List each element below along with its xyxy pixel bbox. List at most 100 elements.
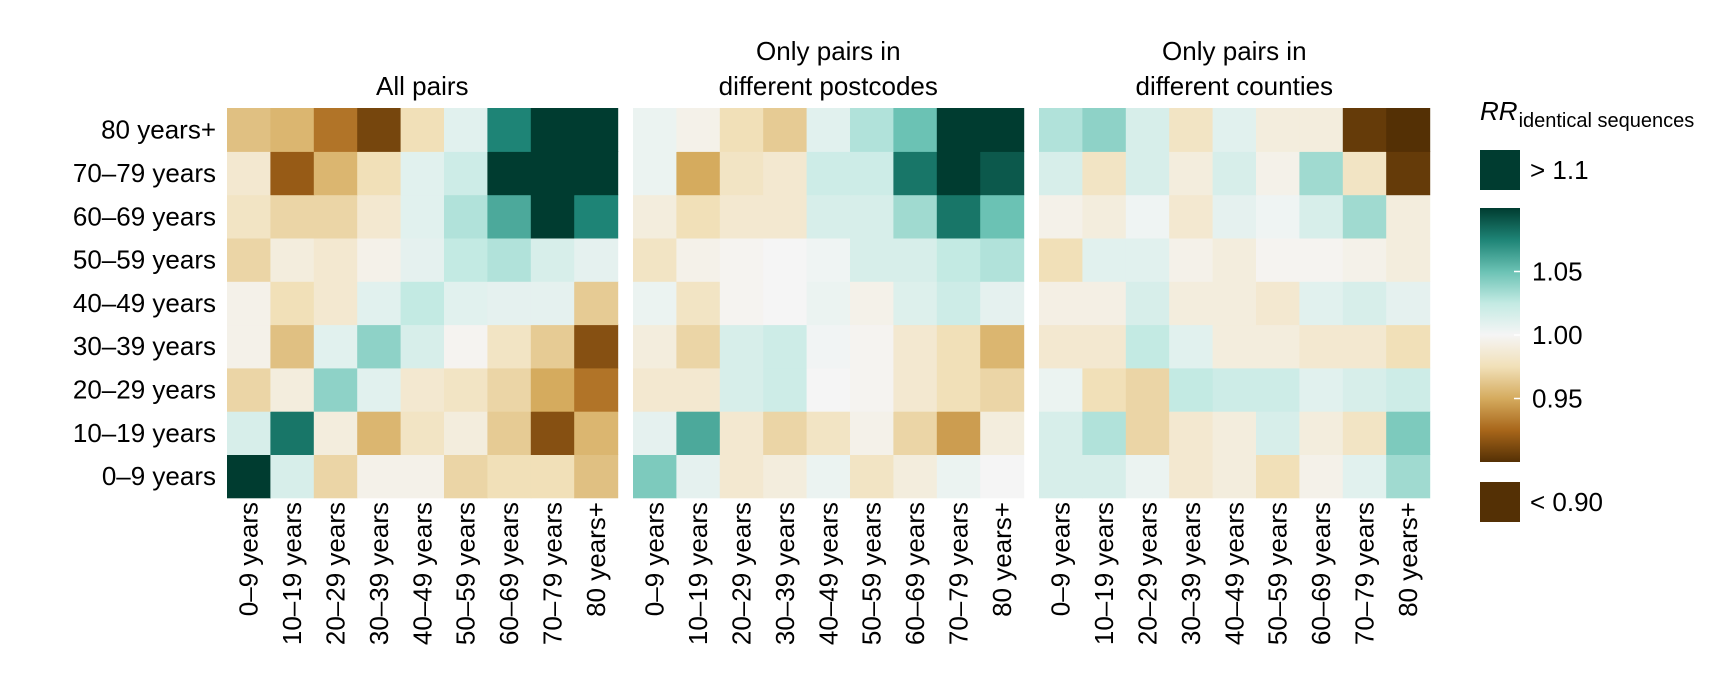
heatmap-cell bbox=[850, 411, 894, 455]
heatmap-cell bbox=[227, 281, 271, 326]
heatmap-cell bbox=[1386, 454, 1431, 499]
heatmap-cell bbox=[487, 454, 532, 499]
x-tick-label: 40–49 years bbox=[1219, 502, 1249, 645]
x-tick-label: 50–59 years bbox=[1263, 502, 1293, 645]
x-tick-label: 20–29 years bbox=[1133, 502, 1163, 645]
heatmap-cell bbox=[763, 194, 808, 239]
heatmap-cell bbox=[1386, 151, 1431, 196]
heatmap-cell bbox=[313, 194, 358, 239]
heatmap-cell bbox=[1212, 237, 1257, 282]
heatmap-cell bbox=[936, 194, 981, 239]
heatmap-cell bbox=[633, 151, 677, 196]
heatmap-cell bbox=[227, 194, 271, 239]
heatmap-cell bbox=[1299, 324, 1344, 369]
heatmap-cell bbox=[1342, 454, 1387, 499]
heatmap-cell bbox=[1299, 281, 1344, 326]
heatmap-cell bbox=[1039, 411, 1083, 455]
heatmap-cell bbox=[227, 324, 271, 369]
heatmap-cell bbox=[487, 411, 532, 455]
heatmap-cell bbox=[1169, 281, 1214, 326]
heatmap-cell bbox=[763, 411, 808, 455]
heatmap-cell bbox=[1169, 367, 1214, 412]
heatmap-cell bbox=[227, 411, 271, 455]
heatmap-cell bbox=[1342, 194, 1387, 239]
heatmap-cell bbox=[1256, 194, 1300, 239]
heatmap-cell bbox=[313, 281, 358, 326]
heatmap-cell bbox=[1169, 454, 1214, 499]
heatmap-cell bbox=[1169, 108, 1214, 152]
x-tick-label: 50–59 years bbox=[857, 502, 887, 645]
legend-low-swatch bbox=[1480, 482, 1520, 522]
heatmap-cell bbox=[1299, 367, 1344, 412]
heatmap-cell bbox=[1342, 367, 1387, 412]
heatmap-cell bbox=[313, 411, 358, 455]
heatmap-cell bbox=[400, 367, 445, 412]
color-legend: RRidentical sequences > 1.1 1.05 1.00 0.95 < … bbox=[1480, 96, 1694, 522]
heatmap-cell bbox=[1169, 324, 1214, 369]
heatmap-cell bbox=[1342, 237, 1387, 282]
heatmap-cell bbox=[850, 237, 894, 282]
heatmap-cell bbox=[1082, 281, 1127, 326]
legend-tick-label: 1.05 bbox=[1532, 257, 1583, 287]
y-tick-label: 0–9 years bbox=[102, 461, 216, 491]
heatmap-cell bbox=[400, 237, 445, 282]
heatmap-cell bbox=[763, 237, 808, 282]
heatmap-cell bbox=[1212, 324, 1257, 369]
heatmap-cell bbox=[806, 237, 851, 282]
heatmap-cell bbox=[574, 151, 619, 196]
heatmap-cell bbox=[1299, 411, 1344, 455]
heatmap-cell bbox=[1125, 324, 1170, 369]
heatmap-cell bbox=[719, 324, 764, 369]
heatmap-cell bbox=[719, 454, 764, 499]
x-tick-label: 80 years+ bbox=[987, 502, 1017, 617]
heatmap-cell bbox=[530, 411, 575, 455]
heatmap-cell bbox=[313, 367, 358, 412]
legend-title-sub: identical sequences bbox=[1519, 110, 1695, 132]
heatmap-cell bbox=[806, 411, 851, 455]
heatmap-cell bbox=[270, 108, 315, 152]
heatmap-cell bbox=[936, 367, 981, 412]
y-tick-label: 40–49 years bbox=[73, 288, 216, 318]
heatmap-cell bbox=[719, 237, 764, 282]
heatmap-cell bbox=[719, 367, 764, 412]
heatmap-cell bbox=[1082, 194, 1127, 239]
heatmap-cell bbox=[1125, 367, 1170, 412]
heatmap-cell bbox=[487, 324, 532, 369]
x-tick-label: 0–9 years bbox=[234, 502, 264, 616]
heatmap-cell bbox=[1212, 108, 1257, 152]
heatmap-panel-1: All pairs 0–9 years 10–19 years 20–29 years… bbox=[227, 71, 619, 645]
heatmap-cell bbox=[1125, 151, 1170, 196]
heatmap-cell bbox=[574, 237, 619, 282]
panel-title-line2: different postcodes bbox=[719, 71, 938, 101]
heatmap-cell bbox=[763, 454, 808, 499]
heatmap-cell bbox=[1386, 237, 1431, 282]
heatmap-cell bbox=[1082, 454, 1127, 499]
heatmap-cell bbox=[1299, 194, 1344, 239]
heatmap-cell bbox=[980, 151, 1025, 196]
heatmap-cell bbox=[1386, 411, 1431, 455]
heatmap-cell bbox=[270, 367, 315, 412]
heatmap-cell bbox=[1256, 367, 1300, 412]
heatmap-cell bbox=[850, 454, 894, 499]
heatmap-cell bbox=[1342, 108, 1387, 152]
heatmap-cell bbox=[444, 237, 488, 282]
panel-title-line2: different counties bbox=[1136, 71, 1334, 101]
heatmap-cell bbox=[444, 151, 488, 196]
heatmap-cell bbox=[1082, 367, 1127, 412]
legend-title: RRidentical sequences bbox=[1480, 96, 1694, 132]
heatmap-cell bbox=[444, 194, 488, 239]
heatmap-cell bbox=[1386, 324, 1431, 369]
heatmap-cell bbox=[530, 324, 575, 369]
heatmap-cell bbox=[719, 411, 764, 455]
panel-title-line2: All pairs bbox=[376, 71, 468, 101]
heatmap-cell bbox=[893, 151, 938, 196]
x-tick-label: 10–19 years bbox=[277, 502, 307, 645]
heatmap-cell bbox=[893, 411, 938, 455]
heatmap-cell bbox=[574, 281, 619, 326]
heatmap-cell bbox=[270, 237, 315, 282]
y-axis-labels: 0–9 years 10–19 years 20–29 years 30–39 yea… bbox=[73, 115, 216, 491]
heatmap-cell bbox=[357, 151, 402, 196]
heatmap-cell bbox=[1082, 151, 1127, 196]
x-tick-label: 70–79 years bbox=[538, 502, 568, 645]
heatmap-cell bbox=[1256, 108, 1300, 152]
